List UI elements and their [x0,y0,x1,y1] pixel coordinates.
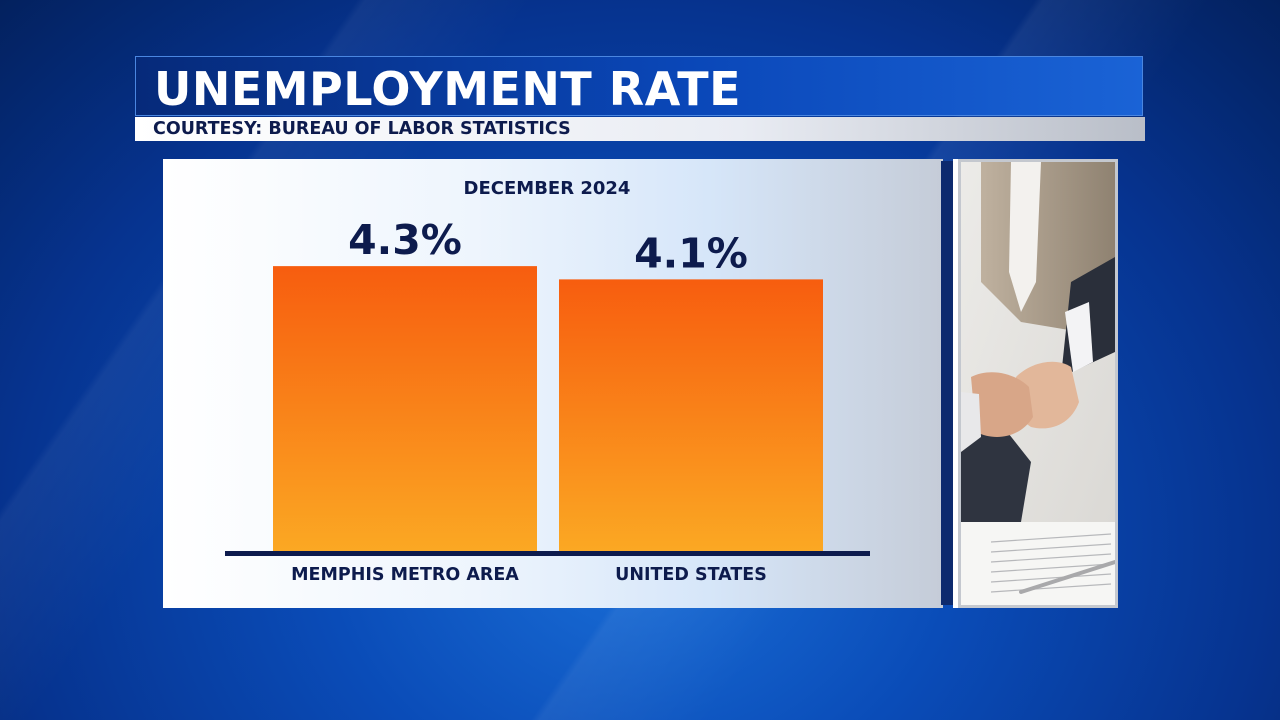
category-label-united-states: UNITED STATES [615,565,767,585]
value-label-memphis-metro-area: 4.3% [348,216,462,264]
panel-divider-edge [953,159,959,608]
chart-panel: DECEMBER 2024 4.3% MEMPHIS METRO AREA 4.1%… [163,159,943,608]
title-banner: UNEMPLOYMENT RATE [135,56,1143,116]
category-label-memphis-metro-area: MEMPHIS METRO AREA [291,565,519,585]
bar-chart: DECEMBER 2024 4.3% MEMPHIS METRO AREA 4.1%… [225,178,870,585]
panel-divider [941,161,953,605]
chart-subtitle: DECEMBER 2024 [464,178,631,199]
handshake-photo [958,159,1118,608]
value-label-united-states: 4.1% [634,229,748,277]
source-credit: COURTESY: BUREAU OF LABOR STATISTICS [153,119,571,139]
page-title: UNEMPLOYMENT RATE [154,62,742,116]
bar-memphis-metro-area [273,266,537,551]
bar-united-states [559,279,823,551]
x-axis-line [225,551,870,556]
courtesy-banner: COURTESY: BUREAU OF LABOR STATISTICS [135,117,1145,141]
